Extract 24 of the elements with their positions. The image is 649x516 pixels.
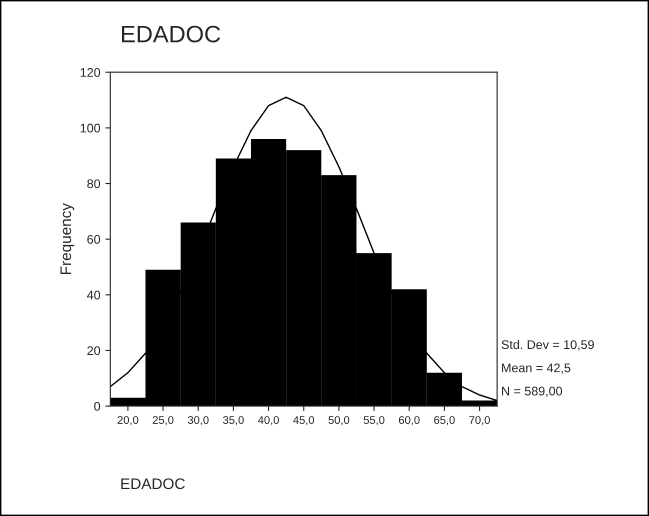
x-tick-label: 25,0 xyxy=(152,416,174,426)
x-tick-label: 20,0 xyxy=(118,416,138,426)
x-axis-title: EDADOC xyxy=(121,478,185,490)
y-tick-label: 80 xyxy=(87,179,100,188)
y-axis-title: Frequency xyxy=(60,203,74,274)
y-tick-label: 40 xyxy=(86,290,100,300)
x-tick-label: 35,0 xyxy=(223,416,244,426)
y-tick-label: 0 xyxy=(94,402,100,411)
y-tick-label: 20 xyxy=(87,346,100,356)
text: Std. Dev = 10,59 xyxy=(502,340,594,351)
x-tick-label: 65,0 xyxy=(434,416,455,426)
chart-title: EDADOC xyxy=(122,26,220,42)
y-tick-label: 60 xyxy=(87,234,100,244)
x-tick-label: 70,0 xyxy=(469,416,490,426)
x-tick-label: 30,0 xyxy=(188,416,209,426)
x-tick-label: 45,0 xyxy=(293,416,314,426)
text: Mean = 42,5 xyxy=(502,363,570,374)
x-tick-label: 50,0 xyxy=(328,416,350,426)
x-tick-label: 55,0 xyxy=(364,416,384,426)
x-tick-label: 40,0 xyxy=(258,416,279,426)
text: N = 589,00 xyxy=(502,386,562,397)
y-tick-label: 120 xyxy=(80,68,100,77)
y-tick-label: 100 xyxy=(80,124,100,133)
x-tick-label: 60,0 xyxy=(398,416,420,426)
